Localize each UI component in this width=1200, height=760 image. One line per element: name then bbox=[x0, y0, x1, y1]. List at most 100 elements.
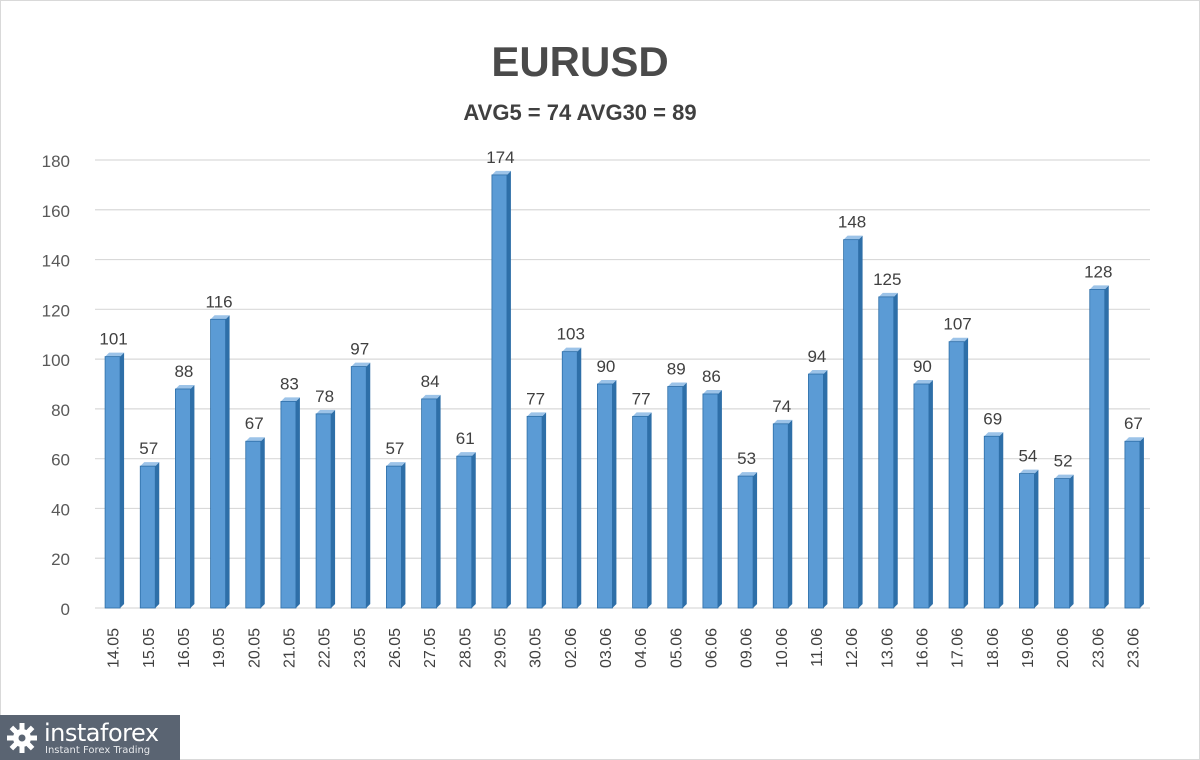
bar-top bbox=[808, 370, 828, 375]
bar-top bbox=[456, 452, 476, 457]
bar-top bbox=[984, 432, 1004, 437]
bar bbox=[702, 393, 719, 609]
bar bbox=[983, 435, 1000, 609]
data-label: 67 bbox=[1124, 414, 1143, 433]
bar-side bbox=[577, 347, 582, 608]
data-label: 67 bbox=[245, 414, 264, 433]
x-tick-label: 23.05 bbox=[352, 628, 369, 668]
y-tick-label: 20 bbox=[51, 550, 70, 569]
bar-side bbox=[331, 409, 336, 608]
x-tick-label: 23.06 bbox=[1125, 628, 1142, 668]
bar-top bbox=[175, 384, 195, 389]
x-tick-label: 12.06 bbox=[844, 628, 861, 668]
y-tick-label: 100 bbox=[42, 351, 70, 370]
bar bbox=[1054, 478, 1070, 609]
y-tick-label: 160 bbox=[42, 202, 70, 221]
bar-side bbox=[1034, 469, 1039, 608]
bar-side bbox=[858, 235, 863, 608]
bar bbox=[421, 398, 437, 609]
data-labels: 101 57 88 116 67 83 78 97 57 84 61 174 77 103 90 77 89 86… bbox=[99, 148, 1142, 471]
x-tick-label: 28.05 bbox=[457, 628, 474, 668]
bar-side bbox=[964, 337, 969, 608]
bar bbox=[456, 455, 473, 609]
y-tick-label: 180 bbox=[42, 152, 70, 171]
bar-top bbox=[562, 347, 582, 352]
bar-top bbox=[280, 397, 300, 402]
data-label: 103 bbox=[557, 325, 585, 344]
x-tick-label: 23.06 bbox=[1090, 628, 1107, 668]
bar-top bbox=[773, 419, 793, 424]
data-label: 97 bbox=[350, 340, 369, 359]
bar bbox=[597, 383, 613, 609]
bar-side bbox=[120, 352, 125, 608]
data-label: 69 bbox=[983, 409, 1002, 428]
x-tick-label: 11.06 bbox=[809, 628, 826, 667]
data-label: 128 bbox=[1084, 262, 1112, 281]
data-label: 57 bbox=[385, 439, 404, 458]
bar-side bbox=[401, 462, 406, 608]
data-label: 83 bbox=[280, 374, 299, 393]
bar-side bbox=[190, 384, 195, 608]
bar bbox=[843, 239, 859, 609]
bar-top bbox=[210, 315, 230, 320]
data-label: 52 bbox=[1054, 452, 1073, 471]
bar-side bbox=[260, 437, 265, 608]
data-label: 101 bbox=[99, 330, 127, 349]
gridlines bbox=[95, 159, 1150, 609]
bar-side bbox=[928, 380, 933, 608]
gear-icon bbox=[7, 723, 37, 753]
bar-top bbox=[597, 380, 617, 384]
bar bbox=[878, 296, 895, 609]
bar bbox=[175, 388, 191, 609]
bar-top bbox=[949, 337, 969, 342]
bar bbox=[1089, 289, 1106, 609]
bar bbox=[913, 383, 930, 609]
data-label: 94 bbox=[807, 347, 826, 366]
bar-side bbox=[823, 370, 828, 608]
y-tick-label: 120 bbox=[42, 301, 70, 320]
data-label: 88 bbox=[174, 362, 193, 381]
y-tick-label: 80 bbox=[51, 401, 70, 420]
bar-side bbox=[225, 315, 230, 608]
bar-chart: 0 20 40 60 80 100 120 140 160 180 101 57 88 116 67 83 7… bbox=[42, 148, 1150, 668]
bar-side bbox=[717, 389, 722, 608]
bar bbox=[386, 465, 402, 609]
data-label: 174 bbox=[486, 148, 514, 167]
data-label: 148 bbox=[838, 213, 866, 232]
bar bbox=[737, 475, 754, 609]
bar-top bbox=[843, 235, 863, 240]
bar bbox=[808, 373, 824, 609]
data-label: 90 bbox=[596, 357, 615, 376]
bar bbox=[526, 415, 543, 609]
bar-top bbox=[1019, 469, 1039, 474]
x-tick-label: 15.05 bbox=[141, 628, 158, 668]
bar bbox=[1124, 440, 1141, 609]
x-tick-label: 21.05 bbox=[281, 628, 298, 668]
bar-top bbox=[1124, 437, 1144, 442]
x-tick-label: 19.05 bbox=[211, 628, 228, 668]
bar-top bbox=[105, 352, 125, 357]
x-tick-label: 03.06 bbox=[598, 628, 615, 668]
x-tick-label: 14.05 bbox=[106, 628, 123, 668]
bar-side bbox=[788, 419, 793, 608]
bar-top bbox=[140, 462, 160, 467]
x-tick-label: 22.05 bbox=[317, 628, 334, 668]
chart-subtitle: AVG5 = 74 AVG30 = 89 bbox=[463, 100, 697, 125]
x-tick-label: 18.06 bbox=[985, 628, 1002, 668]
data-label: 77 bbox=[632, 389, 651, 408]
y-tick-label: 140 bbox=[42, 252, 70, 271]
x-tick-label: 05.06 bbox=[668, 628, 685, 668]
bar-top bbox=[1089, 285, 1109, 290]
x-tick-label: 09.06 bbox=[739, 628, 756, 668]
bar-side bbox=[893, 292, 898, 608]
bar-side bbox=[1139, 437, 1144, 608]
x-tick-label: 02.06 bbox=[563, 628, 580, 668]
bar-top bbox=[316, 409, 336, 414]
logo-name: instaforex bbox=[44, 719, 159, 747]
x-tick-label: 10.06 bbox=[774, 628, 791, 668]
data-label: 125 bbox=[873, 270, 901, 289]
bar-top bbox=[878, 292, 898, 297]
bar bbox=[245, 440, 262, 609]
x-tick-label: 16.06 bbox=[914, 628, 931, 668]
